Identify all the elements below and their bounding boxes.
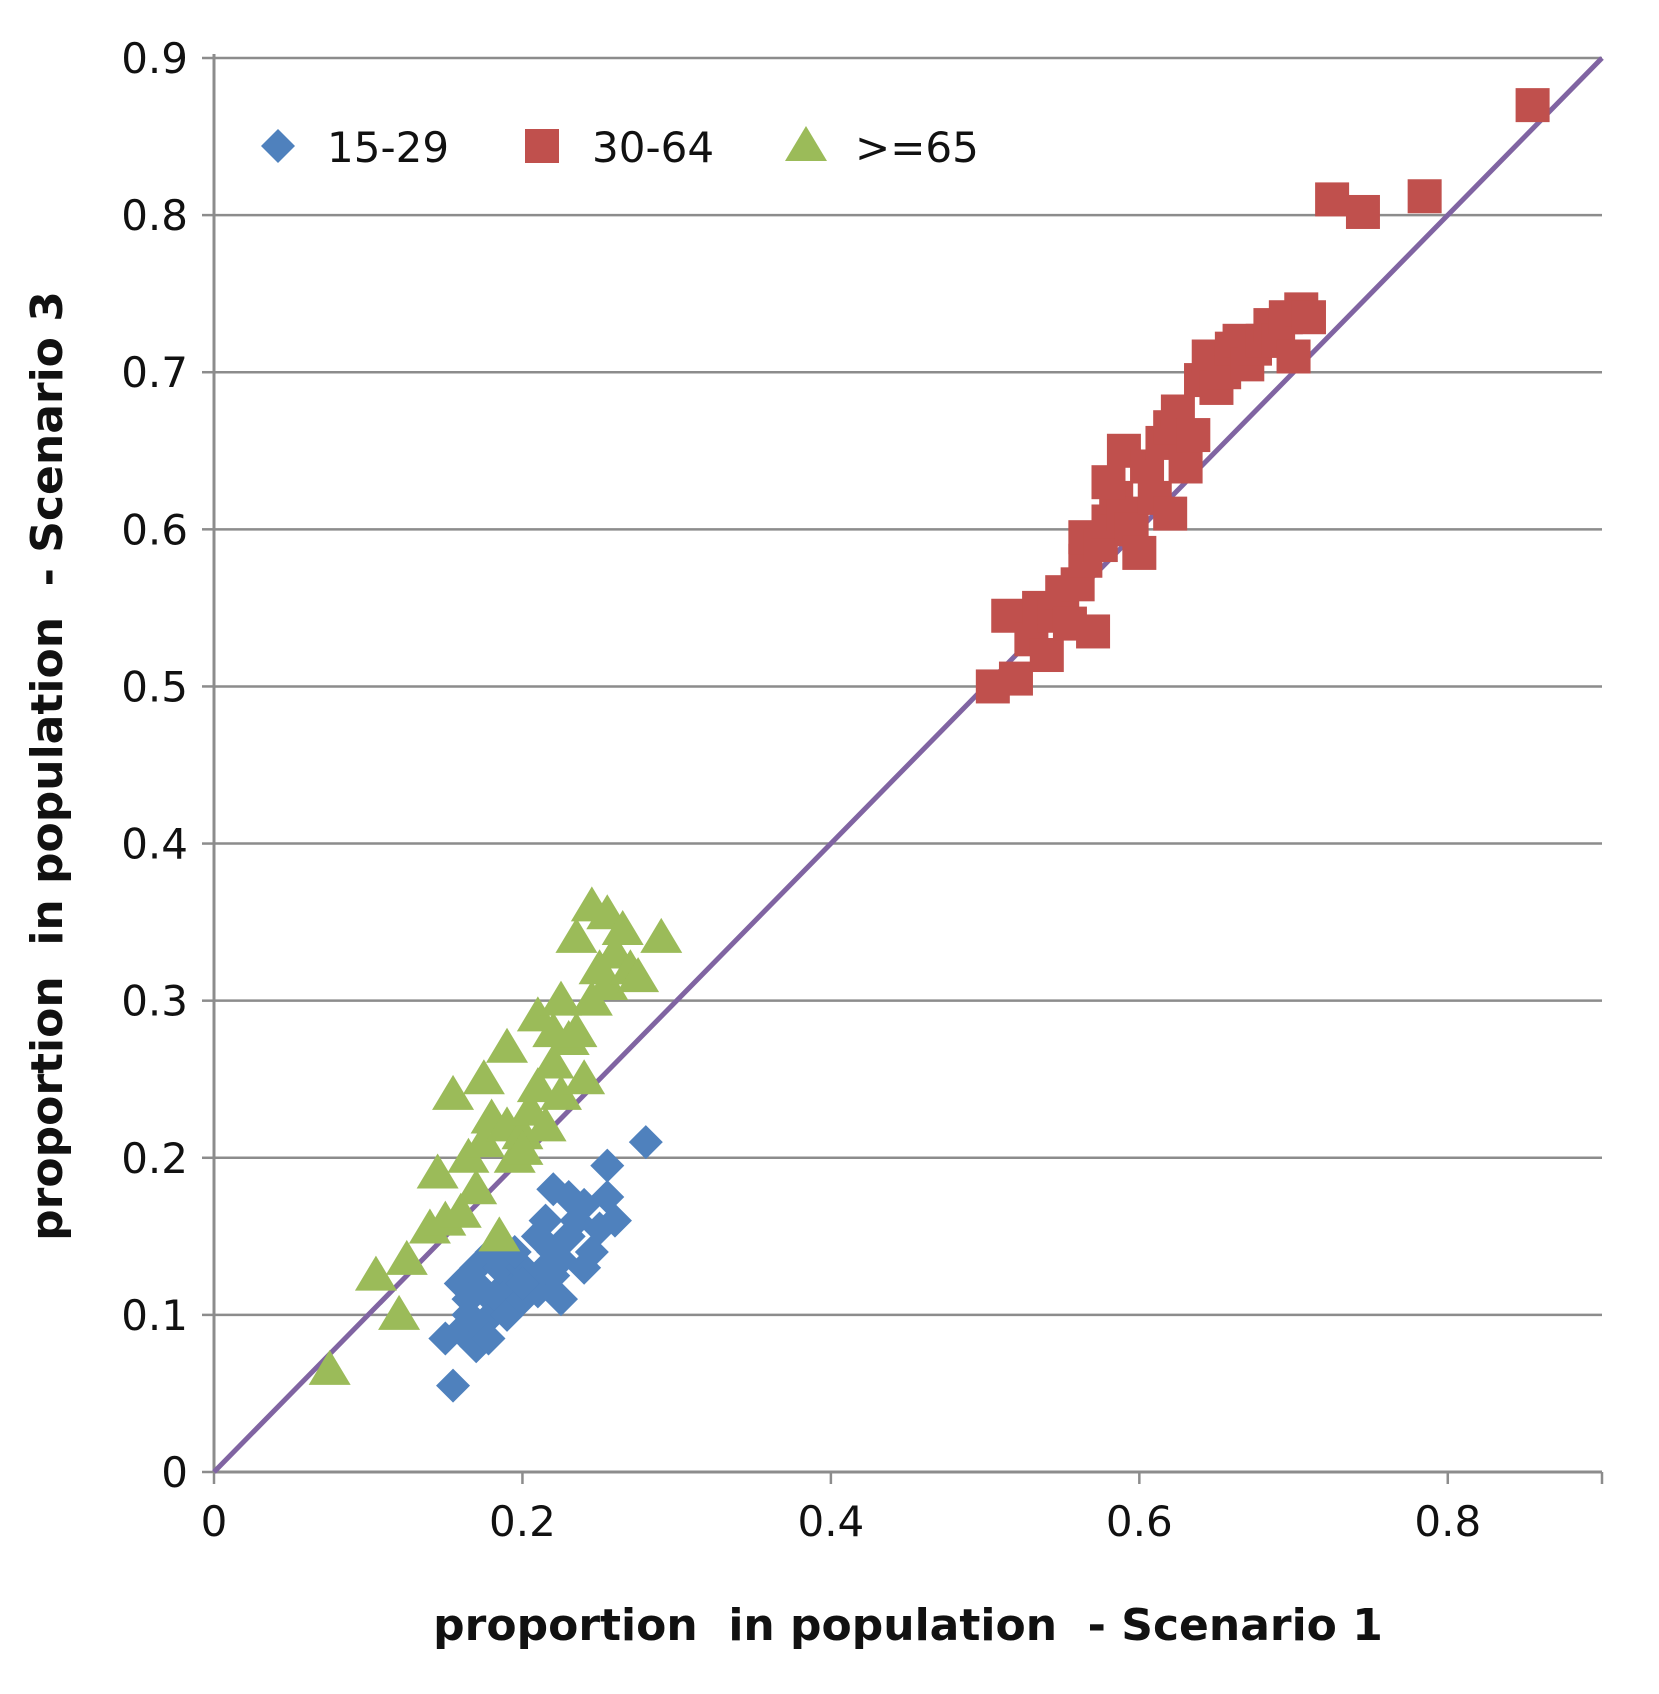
- data-point-triangle: [486, 1027, 529, 1063]
- y-tick-label: 0.4: [121, 820, 188, 869]
- data-point-triangle: [478, 1216, 521, 1252]
- x-tick-label: 0.2: [489, 1497, 556, 1546]
- data-point-square: [1515, 88, 1550, 123]
- data-point-square: [1091, 465, 1126, 500]
- data-point-triangle: [540, 980, 582, 1016]
- x-tick-label: 0.8: [1414, 1497, 1481, 1546]
- data-point-square: [998, 661, 1033, 696]
- data-point-triangle: [354, 1255, 397, 1291]
- data-point-diamond: [528, 1203, 563, 1238]
- y-tick-label: 0.7: [121, 348, 188, 397]
- data-point-triangle: [455, 1169, 498, 1205]
- y-tick-label: 0.3: [121, 977, 188, 1026]
- x-tick-label: 0.6: [1106, 1497, 1173, 1546]
- reference-line-group: [212, 56, 1604, 1474]
- series-1: [975, 88, 1550, 704]
- data-point-diamond: [505, 1266, 540, 1301]
- tick-labels: 0 0.1 0.2 0.3 0.4 0.5 0.6 0.7 0.8 0.9 0 0.2 0.4 0.6 0.…: [121, 34, 1481, 1546]
- data-point-square: [1168, 449, 1203, 484]
- series-2: [308, 886, 683, 1385]
- legend-label-15-29: 15-29: [327, 123, 449, 172]
- data-point-diamond: [628, 1125, 663, 1160]
- y-tick-label: 0.6: [121, 505, 188, 554]
- data-points: [308, 88, 1550, 1403]
- grid-lines: [214, 56, 1602, 1317]
- legend-item-15-29: 15-29: [261, 123, 449, 172]
- data-point-square: [1345, 194, 1380, 229]
- data-point-diamond: [597, 1203, 632, 1238]
- data-point-diamond: [544, 1282, 578, 1317]
- data-point-diamond: [590, 1148, 625, 1183]
- data-point-triangle: [516, 1067, 559, 1103]
- y-tick-label: 0.8: [121, 191, 188, 240]
- legend-item-30-64: 30-64: [525, 123, 714, 172]
- data-point-triangle: [462, 1122, 505, 1158]
- legend-marker-diamond: [261, 129, 295, 163]
- y-tick-label: 0.1: [121, 1291, 188, 1340]
- data-point-triangle: [617, 957, 660, 993]
- y-tick-label: 0: [161, 1448, 188, 1497]
- axes: [202, 54, 1604, 1484]
- legend-label-30-64: 30-64: [592, 123, 714, 172]
- data-point-triangle: [416, 1153, 459, 1189]
- data-point-triangle: [640, 917, 683, 953]
- data-point-triangle: [524, 1106, 567, 1142]
- reference-line: [212, 56, 1604, 1474]
- data-point-triangle: [378, 1294, 421, 1330]
- data-point-square: [1076, 614, 1111, 649]
- x-axis-title: proportion in population - Scenario 1: [433, 1600, 1383, 1651]
- y-axis-title: proportion in population - Scenario 3: [22, 291, 73, 1241]
- data-point-triangle: [555, 917, 598, 953]
- data-point-triangle: [601, 909, 644, 945]
- data-point-square: [1276, 339, 1311, 374]
- y-tick-label: 0.9: [121, 34, 188, 83]
- data-point-diamond: [436, 1368, 471, 1403]
- data-point-square: [1153, 496, 1188, 531]
- data-point-triangle: [532, 1043, 575, 1079]
- data-point-diamond: [471, 1321, 506, 1356]
- data-point-square: [1029, 638, 1064, 673]
- data-point-square: [1176, 418, 1211, 453]
- data-point-triangle: [439, 1192, 482, 1228]
- legend-marker-triangle: [785, 126, 827, 161]
- data-point-triangle: [308, 1349, 351, 1385]
- data-point-triangle: [540, 1074, 582, 1110]
- data-point-square: [1407, 179, 1442, 214]
- data-point-triangle: [432, 1074, 475, 1110]
- y-tick-label: 0.5: [121, 662, 188, 711]
- data-point-diamond: [451, 1282, 486, 1317]
- data-point-square: [1291, 300, 1326, 335]
- data-point-triangle: [532, 1012, 575, 1048]
- legend-marker-square: [525, 129, 559, 163]
- legend-label-65-plus: >=65: [855, 123, 979, 172]
- x-tick-label: 0: [201, 1497, 228, 1546]
- series-0: [428, 1125, 663, 1403]
- x-tick-label: 0.4: [797, 1497, 864, 1546]
- y-tick-label: 0.2: [121, 1134, 188, 1183]
- data-point-triangle: [462, 1059, 505, 1095]
- data-point-triangle: [501, 1129, 544, 1165]
- data-point-triangle: [563, 1059, 606, 1095]
- data-point-square: [1122, 535, 1157, 570]
- data-point-diamond: [536, 1172, 571, 1207]
- data-point-square: [1315, 182, 1350, 217]
- data-point-triangle: [385, 1239, 428, 1275]
- legend: 15-29 30-64 >=65: [261, 123, 979, 172]
- legend-item-65-plus: >=65: [785, 123, 979, 172]
- data-point-diamond: [544, 1242, 578, 1277]
